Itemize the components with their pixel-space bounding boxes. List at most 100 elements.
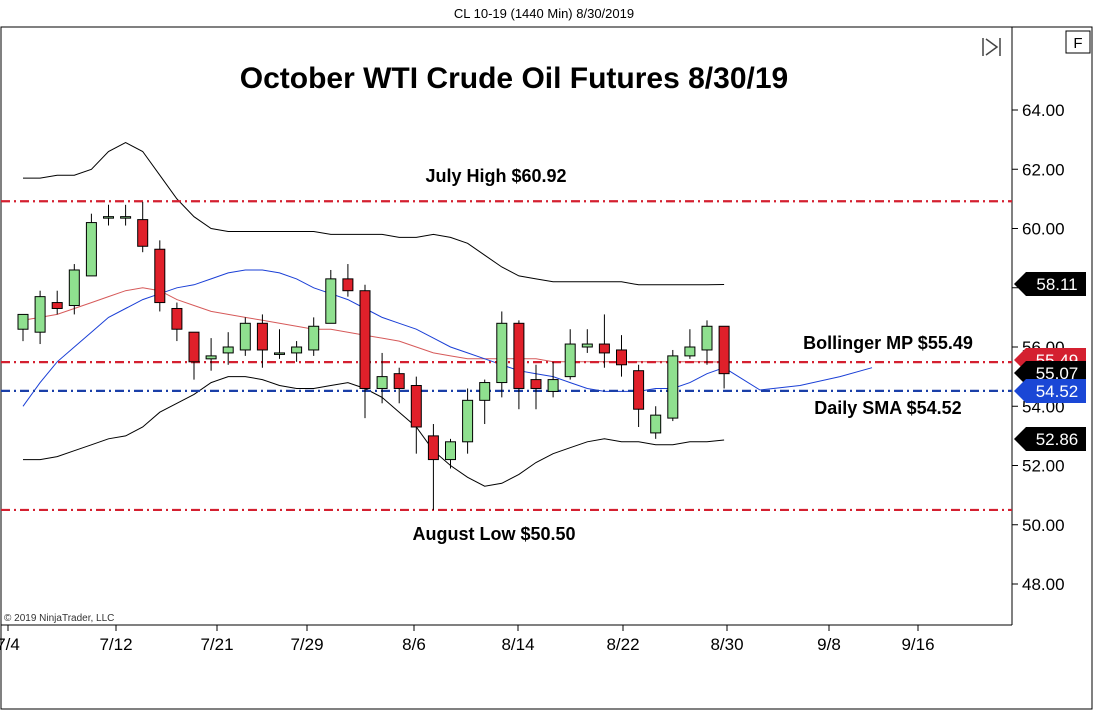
price-tick-label: 50.00 bbox=[1022, 516, 1065, 535]
candle-body bbox=[718, 325, 730, 375]
candle-body bbox=[239, 322, 251, 351]
candle bbox=[308, 317, 320, 356]
candle-body bbox=[445, 441, 456, 461]
reference-line-label: July High $60.92 bbox=[425, 166, 566, 186]
candle bbox=[650, 406, 662, 439]
candle-body bbox=[633, 370, 645, 410]
candle bbox=[616, 335, 627, 377]
time-tick-label: 9/16 bbox=[901, 635, 934, 654]
candle bbox=[479, 379, 491, 425]
candle bbox=[393, 367, 405, 404]
price-marker-tag bbox=[1014, 272, 1086, 296]
candle-body bbox=[410, 385, 422, 428]
scroll-to-end-button[interactable] bbox=[978, 34, 1006, 60]
price-tick-label: 62.00 bbox=[1022, 160, 1065, 179]
candle-body bbox=[68, 269, 80, 307]
candle bbox=[137, 201, 149, 253]
price-tick-label: 48.00 bbox=[1022, 575, 1065, 594]
candle bbox=[598, 314, 610, 368]
candle bbox=[445, 438, 456, 469]
candle-body bbox=[17, 313, 29, 330]
time-tick-label: 7/12 bbox=[99, 635, 132, 654]
price-marker-label: 52.86 bbox=[1036, 430, 1079, 449]
candle bbox=[188, 331, 200, 380]
candle bbox=[633, 364, 645, 427]
time-tick-label: 8/6 bbox=[402, 635, 426, 654]
bollinger-upper-band bbox=[23, 142, 725, 286]
candle-body bbox=[325, 278, 337, 324]
flag-button-label[interactable]: F bbox=[1073, 35, 1082, 52]
price-tick-label: 60.00 bbox=[1022, 220, 1065, 239]
candle-body bbox=[376, 376, 388, 389]
candle bbox=[68, 264, 80, 315]
candle-body bbox=[205, 355, 217, 360]
reference-line-label: August Low $50.50 bbox=[412, 524, 575, 544]
candle-body bbox=[513, 322, 525, 389]
candle-body bbox=[684, 346, 696, 357]
candle-body bbox=[274, 352, 285, 355]
candle bbox=[85, 213, 97, 277]
candle-body bbox=[547, 379, 559, 392]
candle bbox=[718, 325, 730, 389]
candle bbox=[564, 329, 576, 380]
candle-body bbox=[291, 346, 303, 354]
candle-body bbox=[154, 248, 166, 304]
candle-body bbox=[171, 307, 183, 330]
candle-body bbox=[616, 349, 627, 366]
candle-body bbox=[667, 355, 679, 419]
time-axis: 7/4 7/12 7/21 7/29 8/6 8/14 8/22 8/30 9/8 9/16 bbox=[0, 625, 935, 654]
time-tick-label: 7/4 bbox=[0, 635, 20, 654]
time-tick-label: 8/14 bbox=[501, 635, 534, 654]
candle-body bbox=[427, 435, 439, 461]
daily-sma-line bbox=[22, 269, 873, 407]
time-tick-label: 8/22 bbox=[606, 635, 639, 654]
price-marker-label: 58.11 bbox=[1036, 275, 1077, 294]
candle bbox=[120, 204, 132, 226]
flag-button-box[interactable] bbox=[1065, 30, 1091, 54]
candle-body bbox=[564, 343, 576, 378]
chart-caption: CL 10-19 (1440 Min) 8/30/2019 bbox=[454, 6, 634, 21]
play-end-icon[interactable] bbox=[982, 38, 999, 56]
candle-body bbox=[342, 278, 354, 292]
candle-body bbox=[51, 302, 63, 309]
price-marker: 54.52 bbox=[1014, 379, 1086, 403]
candle-body bbox=[650, 414, 662, 434]
candle-body bbox=[496, 322, 508, 384]
flag-button[interactable]: F bbox=[1065, 30, 1091, 54]
candle-body bbox=[188, 331, 200, 363]
candle bbox=[222, 332, 234, 365]
price-tick-label: 64.00 bbox=[1022, 101, 1065, 120]
candle bbox=[496, 311, 508, 398]
candle bbox=[684, 329, 696, 359]
candle bbox=[274, 329, 285, 359]
candle bbox=[667, 349, 679, 422]
time-tick-label: 7/29 bbox=[290, 635, 323, 654]
candle-body bbox=[85, 222, 97, 277]
scroll-to-end-bg[interactable] bbox=[978, 34, 1006, 60]
candle bbox=[103, 204, 114, 226]
reference-line-label: Daily SMA $54.52 bbox=[814, 398, 961, 418]
candle bbox=[547, 361, 559, 398]
candle bbox=[325, 269, 337, 324]
candle bbox=[410, 376, 422, 454]
chart-border bbox=[0, 26, 1093, 710]
candle-body bbox=[701, 325, 713, 351]
candle bbox=[239, 317, 251, 356]
time-tick-label: 8/30 bbox=[710, 635, 743, 654]
candle bbox=[51, 290, 63, 315]
candle-body bbox=[479, 382, 491, 401]
candle bbox=[376, 352, 388, 404]
price-marker-tag bbox=[1014, 379, 1086, 403]
candle bbox=[291, 341, 303, 362]
time-tick-label: 7/21 bbox=[200, 635, 233, 654]
price-marker-tag bbox=[1014, 427, 1086, 451]
price-tick-label: 52.00 bbox=[1022, 457, 1065, 476]
candle-body bbox=[359, 290, 371, 389]
candle bbox=[581, 329, 593, 353]
candle bbox=[359, 284, 371, 419]
bollinger-lower-band bbox=[23, 376, 725, 487]
candle-body bbox=[462, 399, 474, 443]
candle-body bbox=[34, 296, 46, 333]
